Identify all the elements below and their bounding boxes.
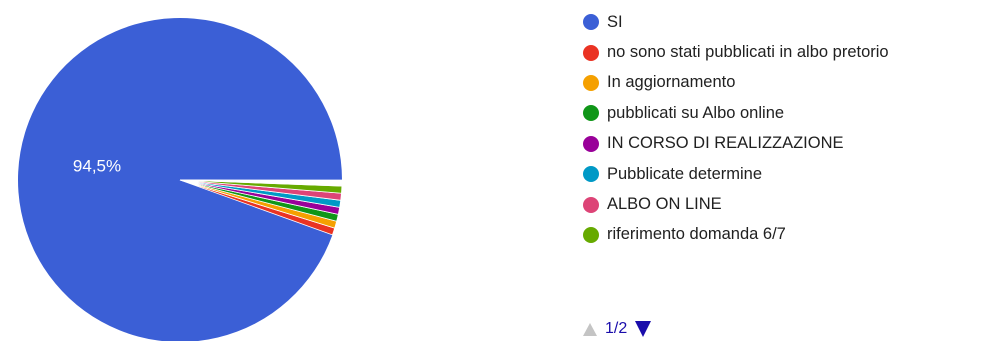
legend-item[interactable]: Pubblicate determine [583, 159, 889, 189]
legend-swatch [583, 44, 599, 61]
legend-swatch [583, 196, 599, 213]
legend-swatch [583, 105, 599, 122]
legend-swatch [583, 166, 599, 183]
legend-pager: 1/2 [583, 318, 652, 340]
legend-label: Pubblicate determine [607, 164, 763, 183]
legend-swatch [583, 226, 599, 243]
legend-item[interactable]: pubblicati su Albo online [583, 98, 889, 128]
legend-label: In aggiornamento [607, 73, 736, 92]
legend-item[interactable]: ALBO ON LINE [583, 189, 889, 219]
legend-label: riferimento domanda 6/7 [607, 225, 786, 244]
pie-slice-1[interactable] [18, 18, 342, 341]
legend: SI no sono stati pubblicati in albo preto… [583, 7, 889, 250]
legend-item[interactable]: IN CORSO DI REALIZZAZIONE [583, 129, 889, 159]
legend-swatch [583, 135, 599, 152]
legend-item[interactable]: no sono stati pubblicati in albo pretori… [583, 37, 889, 67]
legend-item[interactable]: In aggiornamento [583, 68, 889, 98]
legend-page-label: 1/2 [605, 320, 628, 337]
legend-label: no sono stati pubblicati in albo pretori… [607, 43, 889, 62]
legend-swatch [583, 74, 599, 91]
triangle-down-icon[interactable] [635, 321, 652, 337]
triangle-up-icon[interactable] [583, 322, 597, 336]
legend-label: ALBO ON LINE [607, 195, 722, 214]
legend-swatch [583, 14, 599, 31]
legend-item[interactable]: riferimento domanda 6/7 [583, 220, 889, 250]
pie-slice-other-12[interactable] [179, 179, 343, 181]
legend-label: SI [607, 12, 623, 31]
legend-label: IN CORSO DI REALIZZAZIONE [607, 134, 844, 153]
legend-label: pubblicati su Albo online [607, 103, 785, 122]
legend-item[interactable]: SI [583, 7, 889, 37]
slice-percent-label: 94,5% [73, 157, 121, 176]
